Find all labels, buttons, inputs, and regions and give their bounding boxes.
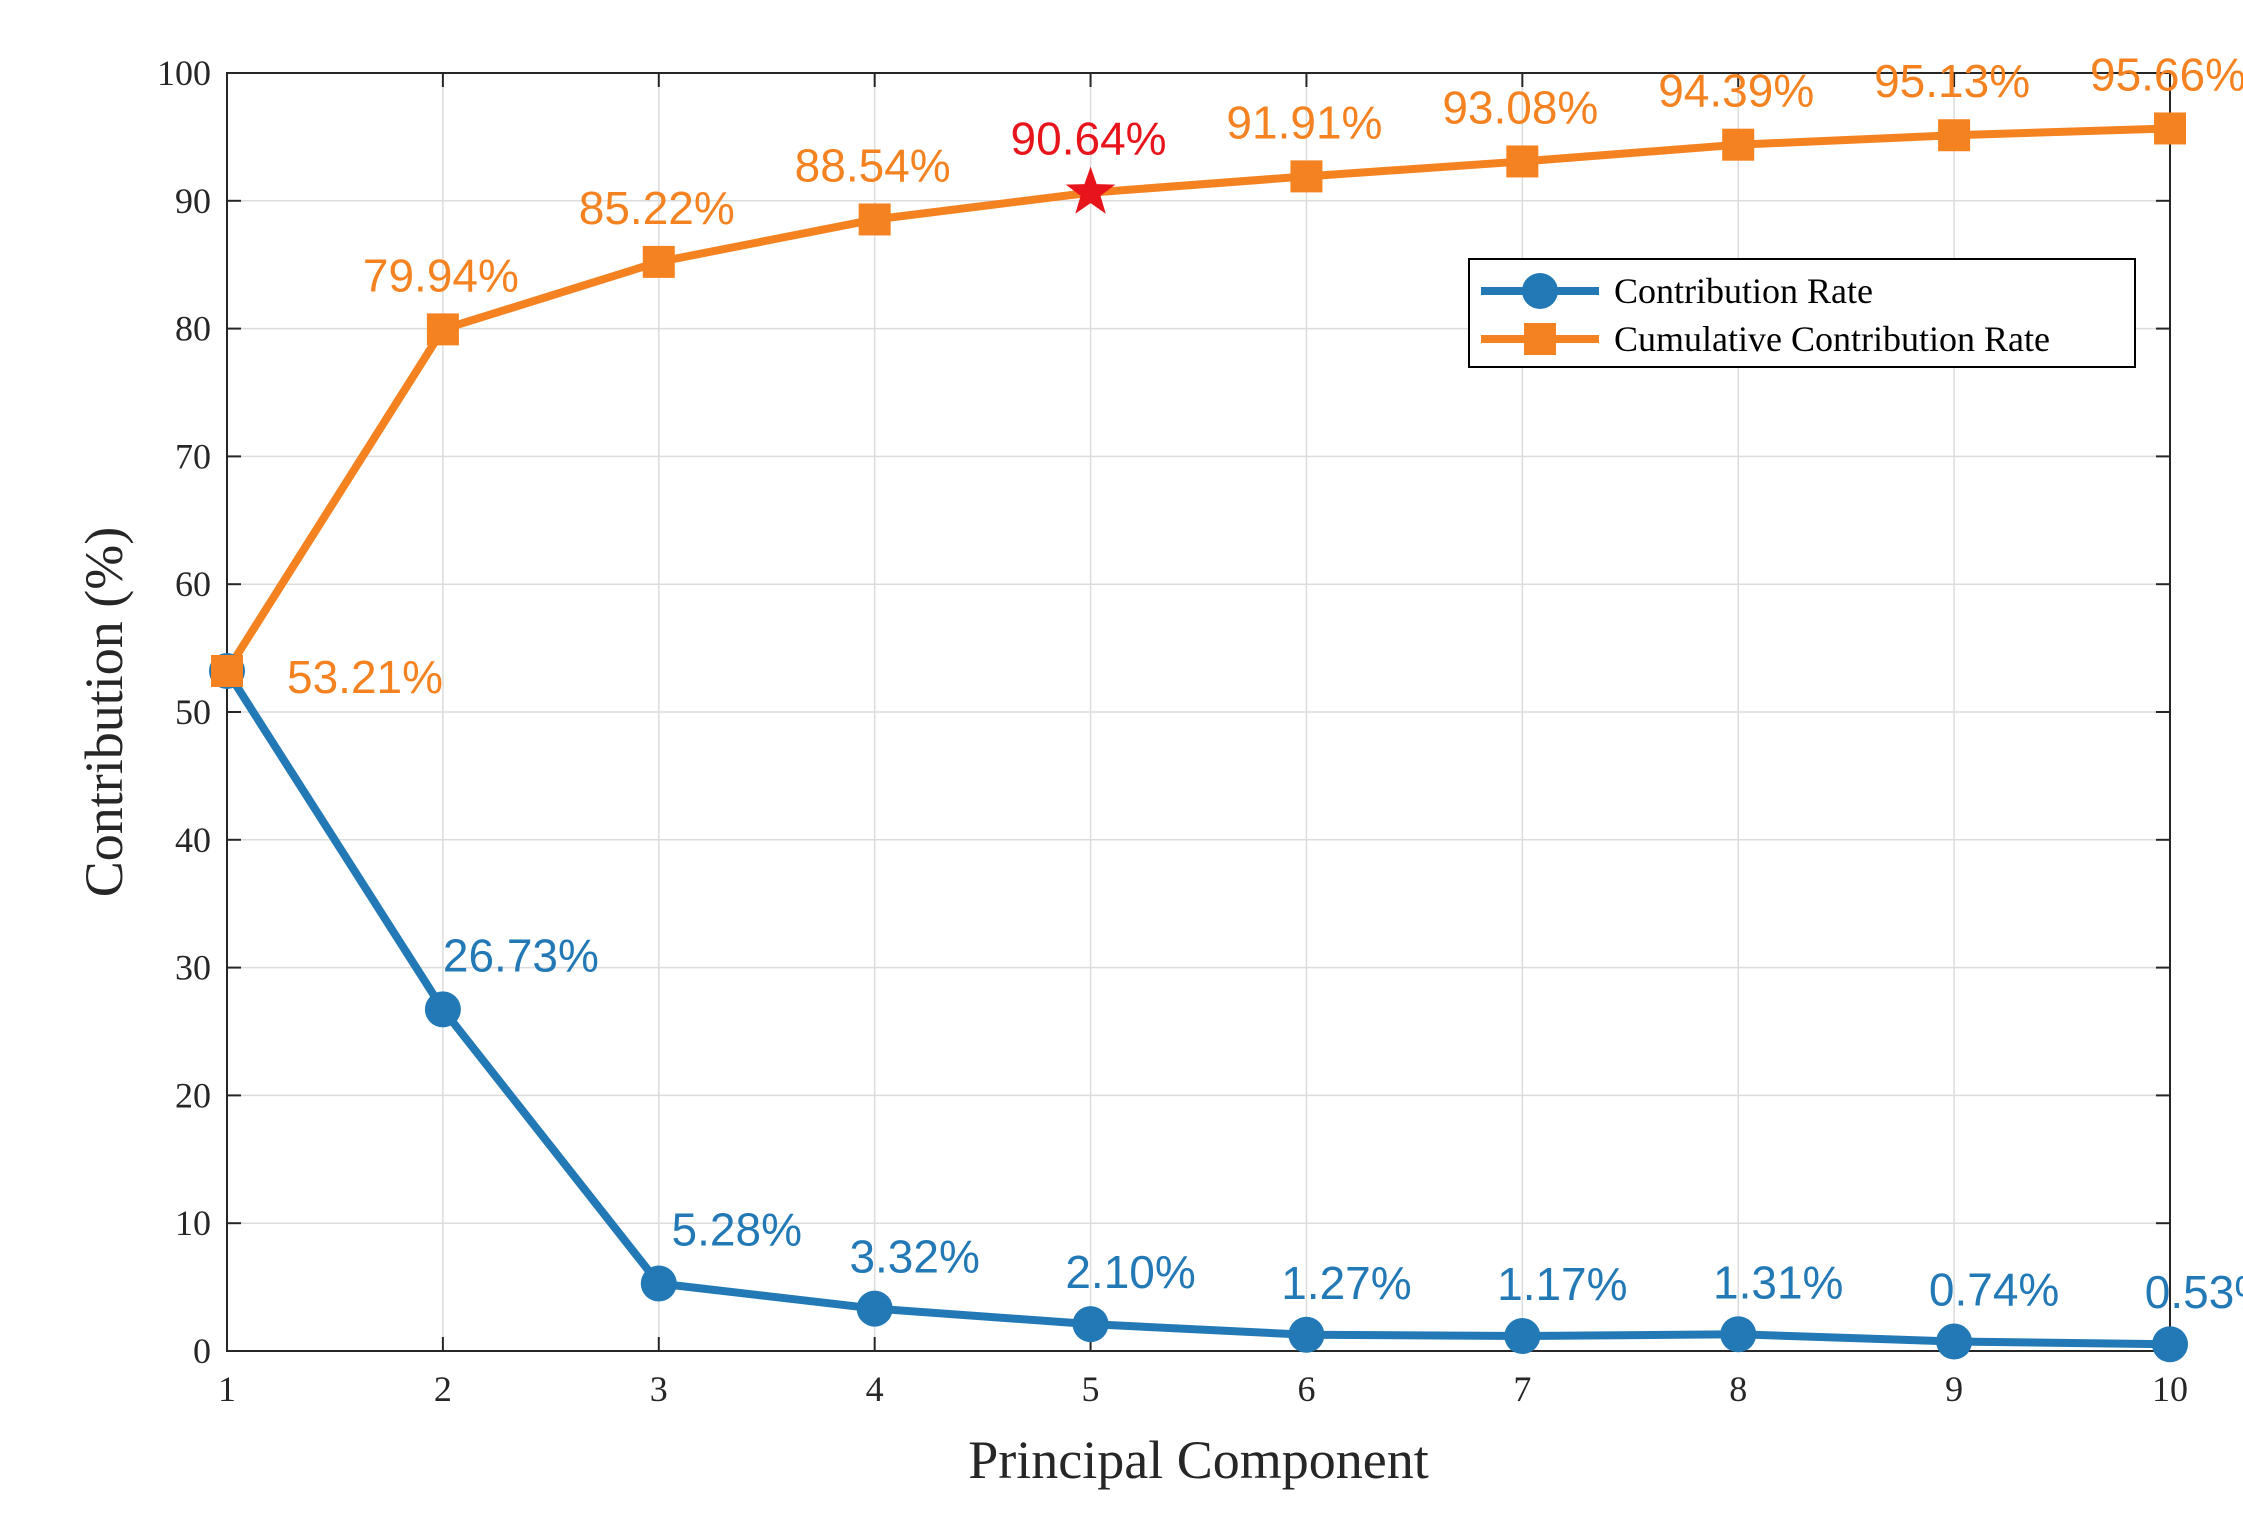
contribution-point (1936, 1323, 1973, 1360)
cumulative-point (2154, 112, 2186, 145)
y-tick-label: 70 (175, 436, 211, 476)
cumulative-point (211, 654, 243, 687)
cumulative-point (1938, 119, 1971, 152)
y-tick-label: 30 (175, 948, 211, 988)
contribution-point (640, 1265, 677, 1302)
contribution-data-label: 0.53% (2145, 1266, 2243, 1318)
y-tick-label: 100 (157, 53, 211, 93)
x-tick-label: 7 (1513, 1369, 1531, 1409)
legend-contribution-label: Contribution Rate (1614, 271, 1873, 311)
contribution-point (424, 991, 461, 1028)
cumulative-point (642, 245, 675, 278)
cumulative-point (1290, 160, 1323, 193)
contribution-data-label: 1.31% (1713, 1256, 1843, 1308)
y-axis-title: Contribution (%) (74, 527, 134, 897)
contribution-data-label: 26.73% (443, 929, 599, 981)
legend-cumulative-marker (1524, 323, 1556, 355)
contribution-point (1288, 1316, 1325, 1353)
x-tick-label: 5 (1082, 1369, 1100, 1409)
x-tick-label: 4 (866, 1369, 884, 1409)
cumulative-point (1506, 145, 1539, 178)
cumulative-data-label: 91.91% (1226, 96, 1382, 148)
cumulative-point (858, 203, 891, 236)
contribution-data-label: 3.32% (849, 1231, 979, 1283)
cumulative-data-label: 95.66% (2090, 48, 2243, 100)
x-tick-label: 8 (1729, 1369, 1747, 1409)
contribution-point (1720, 1316, 1757, 1353)
legend-contribution-marker (1522, 273, 1558, 309)
contribution-point (856, 1290, 893, 1327)
legend-box (1468, 258, 2136, 368)
x-tick-label: 6 (1297, 1369, 1315, 1409)
x-tick-label: 2 (434, 1369, 452, 1409)
contribution-data-label: 5.28% (672, 1204, 802, 1256)
contribution-data-label: 2.10% (1065, 1246, 1195, 1298)
cumulative-data-label: 85.22% (579, 182, 735, 234)
cumulative-data-label: 94.39% (1658, 65, 1814, 117)
x-tick-label: 1 (218, 1369, 236, 1409)
highlight-data-label: 90.64% (1011, 113, 1167, 165)
cumulative-point (1722, 128, 1755, 161)
cumulative-point (426, 313, 459, 346)
contribution-data-label: 1.17% (1497, 1258, 1627, 1310)
y-tick-label: 60 (175, 564, 211, 604)
x-tick-label: 9 (1945, 1369, 1963, 1409)
x-tick-label: 3 (650, 1369, 668, 1409)
y-tick-label: 50 (175, 692, 211, 732)
cumulative-line (223, 124, 2171, 674)
cumulative-data-label: 93.08% (1442, 81, 1598, 133)
x-tick-label: 10 (2152, 1369, 2188, 1409)
highlight-star-marker (1065, 166, 1116, 214)
contribution-data-label: 1.27% (1281, 1257, 1411, 1309)
contribution-point (1072, 1306, 1109, 1343)
contribution-line (223, 668, 2171, 1349)
x-axis-title: Principal Component (968, 1430, 1428, 1490)
y-tick-label: 0 (193, 1331, 211, 1371)
y-tick-label: 80 (175, 309, 211, 349)
legend-cumulative-label: Cumulative Contribution Rate (1614, 319, 2050, 359)
y-tick-label: 90 (175, 181, 211, 221)
y-tick-label: 20 (175, 1075, 211, 1115)
cumulative-data-label: 53.21% (287, 651, 443, 703)
contribution-data-label: 0.74% (1929, 1264, 2059, 1316)
y-tick-label: 40 (175, 820, 211, 860)
contribution-point (2152, 1326, 2188, 1363)
cumulative-data-label: 79.94% (363, 249, 519, 301)
y-tick-label: 10 (175, 1203, 211, 1243)
cumulative-data-label: 88.54% (795, 139, 951, 191)
contribution-point (1504, 1318, 1541, 1355)
cumulative-data-label: 95.13% (1874, 55, 2030, 107)
